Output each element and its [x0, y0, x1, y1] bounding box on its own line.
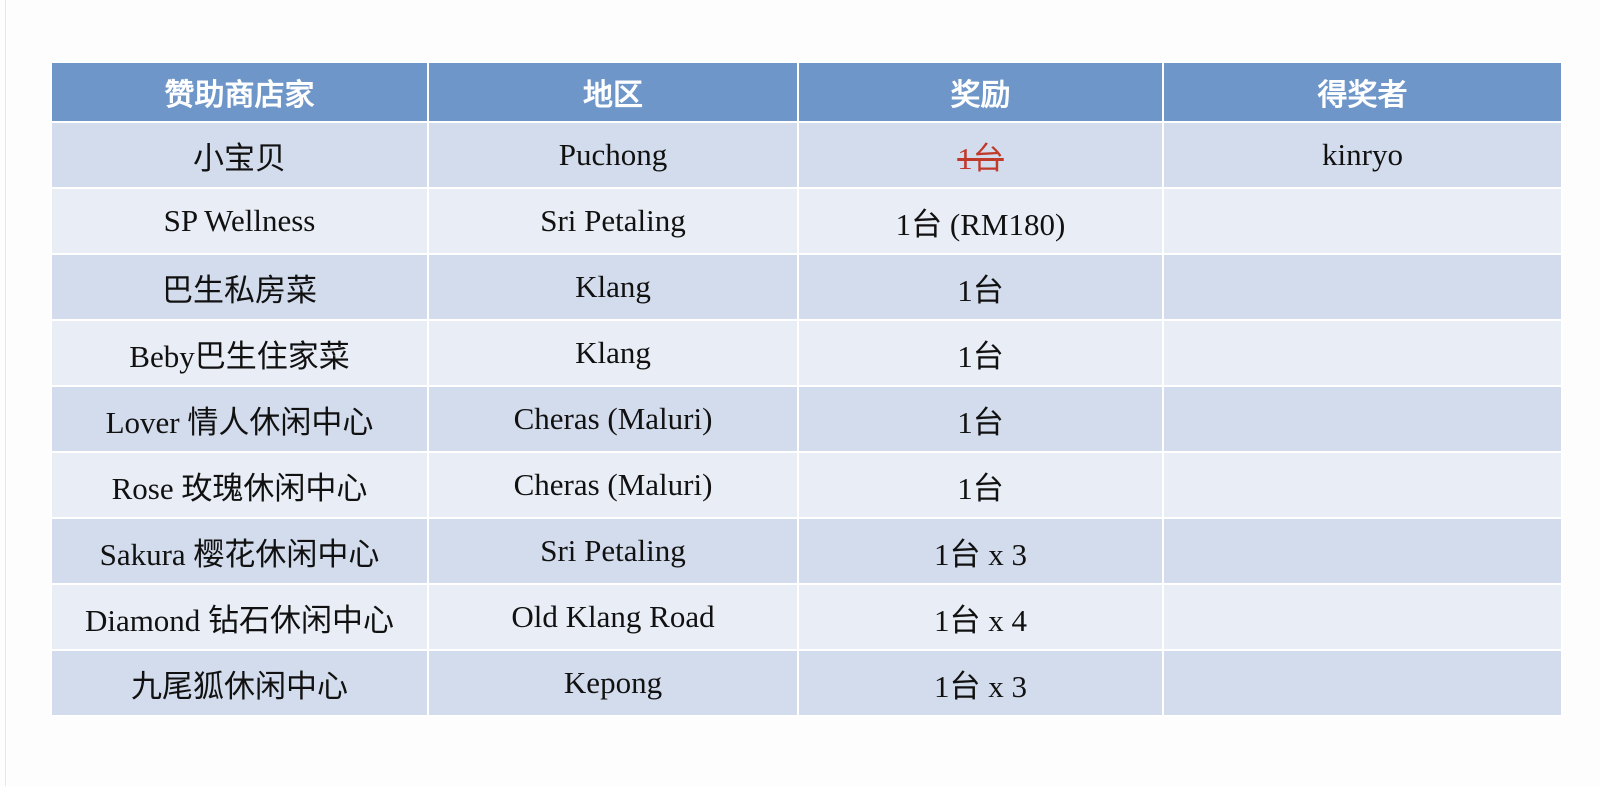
- column-header-region: 地区: [427, 61, 799, 123]
- column-header-reward: 奖励: [797, 61, 1164, 123]
- cell-region: Sri Petaling: [427, 187, 799, 255]
- cell-winner: [1162, 583, 1563, 651]
- cell-winner: [1162, 517, 1563, 585]
- cell-store: 巴生私房菜: [50, 253, 429, 321]
- cell-reward: 1台 (RM180): [797, 187, 1164, 255]
- cell-reward: 1台: [797, 253, 1164, 321]
- table-body: 小宝贝 Puchong 1台 kinryo SP Wellness Sri Petalin…: [50, 121, 1563, 717]
- table-row: Lover 情人休闲中心 Cheras (Maluri) 1台: [50, 385, 1563, 453]
- table-row: Diamond 钻石休闲中心 Old Klang Road 1台 x 4: [50, 583, 1563, 651]
- cell-winner: [1162, 319, 1563, 387]
- cell-store: Rose 玫瑰休闲中心: [50, 451, 429, 519]
- cell-reward: 1台 x 3: [797, 649, 1164, 717]
- cell-reward: 1台: [797, 451, 1164, 519]
- table-row: 小宝贝 Puchong 1台 kinryo: [50, 121, 1563, 189]
- sponsor-prize-table: 赞助商店家 地区 奖励 得奖者 小宝贝 Puchong 1台 kinryo SP Wellne…: [50, 61, 1563, 717]
- table-row: 巴生私房菜 Klang 1台: [50, 253, 1563, 321]
- cell-region: Sri Petaling: [427, 517, 799, 585]
- table-row: 九尾狐休闲中心 Kepong 1台 x 3: [50, 649, 1563, 717]
- cell-store: Diamond 钻石休闲中心: [50, 583, 429, 651]
- table-row: Sakura 樱花休闲中心 Sri Petaling 1台 x 3: [50, 517, 1563, 585]
- cell-region: Puchong: [427, 121, 799, 189]
- cell-store: Beby巴生住家菜: [50, 319, 429, 387]
- table-row: Rose 玫瑰休闲中心 Cheras (Maluri) 1台: [50, 451, 1563, 519]
- cell-region: Kepong: [427, 649, 799, 717]
- table-header: 赞助商店家 地区 奖励 得奖者: [50, 61, 1563, 123]
- cell-winner: [1162, 649, 1563, 717]
- cell-region: Klang: [427, 319, 799, 387]
- table-row: Beby巴生住家菜 Klang 1台: [50, 319, 1563, 387]
- cell-store: SP Wellness: [50, 187, 429, 255]
- cell-reward: 1台 x 3: [797, 517, 1164, 585]
- cell-region: Cheras (Maluri): [427, 385, 799, 453]
- cell-store: Lover 情人休闲中心: [50, 385, 429, 453]
- cell-region: Klang: [427, 253, 799, 321]
- slide-edge-line: [5, 0, 6, 786]
- cell-store: Sakura 樱花休闲中心: [50, 517, 429, 585]
- struck-reward-text: 1台: [957, 140, 1004, 176]
- cell-winner: [1162, 187, 1563, 255]
- cell-store: 小宝贝: [50, 121, 429, 189]
- cell-store: 九尾狐休闲中心: [50, 649, 429, 717]
- cell-reward: 1台 x 4: [797, 583, 1164, 651]
- column-header-winner: 得奖者: [1162, 61, 1563, 123]
- table-header-row: 赞助商店家 地区 奖励 得奖者: [50, 61, 1563, 123]
- cell-region: Cheras (Maluri): [427, 451, 799, 519]
- cell-reward: 1台: [797, 385, 1164, 453]
- column-header-store: 赞助商店家: [50, 61, 429, 123]
- cell-winner: [1162, 451, 1563, 519]
- cell-reward: 1台: [797, 319, 1164, 387]
- table-row: SP Wellness Sri Petaling 1台 (RM180): [50, 187, 1563, 255]
- cell-winner: [1162, 385, 1563, 453]
- cell-winner: [1162, 253, 1563, 321]
- cell-region: Old Klang Road: [427, 583, 799, 651]
- cell-winner: kinryo: [1162, 121, 1563, 189]
- cell-reward: 1台: [797, 121, 1164, 189]
